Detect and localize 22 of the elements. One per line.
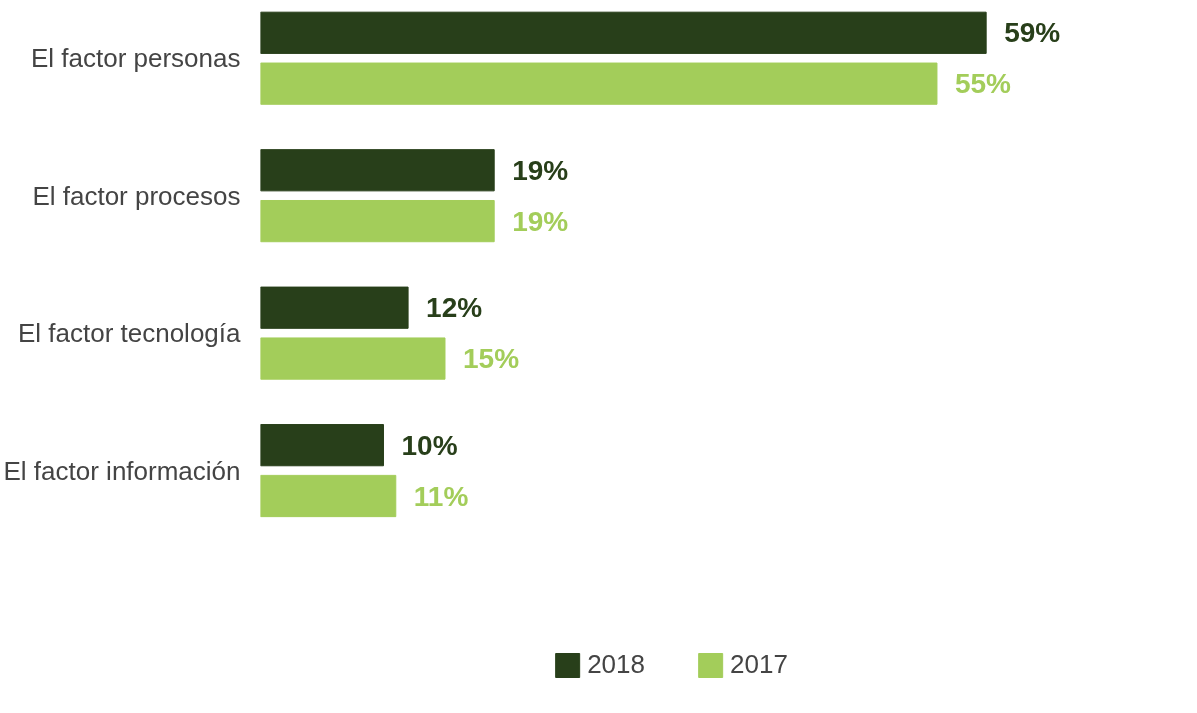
bar — [260, 337, 446, 380]
bar — [260, 424, 384, 467]
bar — [260, 62, 938, 105]
y-tick-label: El factor procesos — [32, 180, 241, 211]
data-label: 15% — [462, 343, 520, 375]
y-tick-label: El factor información — [3, 455, 241, 486]
data-label: 19% — [512, 205, 569, 237]
bar — [260, 199, 495, 243]
data-label: 19% — [512, 154, 569, 186]
y-tick-label: El factor personas — [30, 43, 241, 74]
bar — [260, 149, 495, 192]
bar — [260, 11, 987, 54]
data-label: 59% — [1004, 17, 1061, 49]
y-tick-label: El factor tecnología — [17, 318, 242, 349]
legend-label: 2017 — [730, 649, 788, 680]
legend-label: 2018 — [587, 649, 645, 680]
data-label: 55% — [954, 68, 1012, 100]
bar — [260, 286, 409, 329]
bar — [260, 474, 397, 518]
data-label: 12% — [426, 292, 483, 324]
data-label: 10% — [401, 429, 458, 461]
data-label: 11% — [413, 480, 469, 512]
